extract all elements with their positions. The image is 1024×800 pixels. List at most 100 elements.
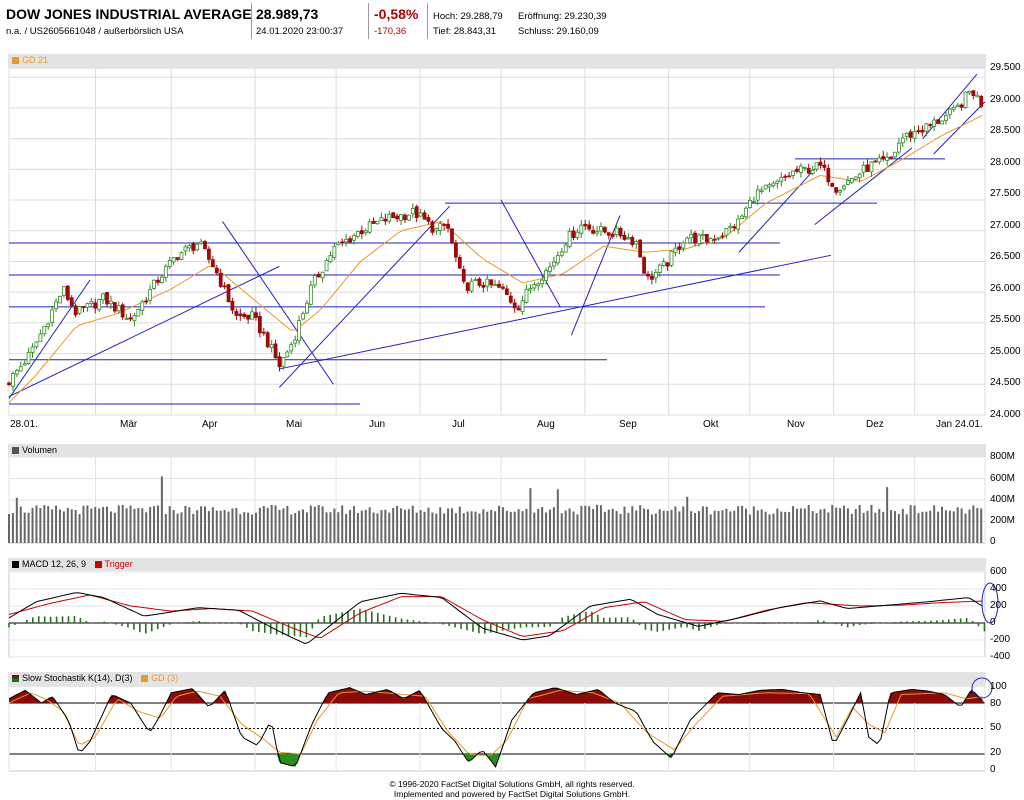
candle-down [830,183,835,187]
macd-histogram-bar [442,623,444,625]
volume-bar [690,511,693,543]
candle-up [195,243,200,251]
volume-bar [909,505,912,543]
macd-histogram-bar [799,623,801,624]
macd-histogram-bar [567,615,569,623]
trend-line [278,205,451,388]
volume-bar [545,512,548,543]
macd-histogram-bar [716,623,718,626]
y-tick-label: 25.000 [990,346,1021,357]
volume-bar [254,512,257,543]
candle-down [395,215,400,220]
macd-histogram-bar [371,611,373,623]
volume-bar [929,510,932,543]
volume-bar [839,508,842,543]
stoch-panel-title: Slow Stochastik K(14), D(3) GD (3) [8,672,986,685]
overbought-area [9,687,985,703]
candle-up [34,341,39,348]
macd-histogram-bar [573,614,575,623]
candle-up [26,352,31,364]
candle-down [203,241,207,250]
candle-up [849,178,854,183]
volume-bar [713,510,716,543]
macd-histogram-bar [329,614,331,623]
macd-histogram-bar [14,623,16,625]
y-tick-label: 26.000 [990,283,1021,294]
volume-bar [874,512,877,543]
volume-bar [846,508,849,543]
macd-histogram-bar [704,623,706,629]
macd-histogram-bar [263,623,266,633]
candle-up [955,104,960,108]
candle-down [450,228,454,243]
candle-down [446,223,450,229]
candle-up [802,166,807,169]
volume-bar [113,512,116,543]
volume-bar [803,508,806,543]
candle-up [544,270,548,281]
macd-histogram-bar [258,623,260,632]
macd-histogram-bar [918,621,920,623]
macd-histogram-bar [644,623,647,630]
macd-histogram-bar [192,621,195,623]
candle-up [759,189,764,192]
macd-histogram-bar [745,623,748,624]
volume-bar [180,512,183,543]
candle-down [959,104,964,108]
macd-histogram-bar [466,623,468,631]
macd-histogram-bar [543,623,546,628]
volume-bar [729,511,732,543]
macd-histogram-bar [269,623,272,634]
macd-histogram-bar [811,622,813,623]
volume-bar [117,505,120,543]
price-panel-title: GD 21 [8,54,986,67]
volume-bar [8,513,10,543]
volume-bar [615,511,618,543]
volume-bar [321,506,324,543]
macd-histogram-bar [388,615,391,623]
macd-histogram-bar [650,623,653,631]
candle-up [877,157,882,163]
macd-histogram-bar [662,623,665,631]
x-tick-label: Nov [787,419,805,430]
volume-bar [392,507,395,543]
candle-down [504,288,509,296]
volume-bar [948,510,951,543]
candle-down [971,90,976,97]
macd-histogram-bar [882,622,885,624]
volume-bar [611,508,614,543]
candle-down [144,300,149,303]
volume-bar [403,509,406,543]
volume-bar [584,505,587,543]
macd-histogram-bar [460,623,462,629]
volume-bar [109,511,112,543]
candle-up [932,119,937,127]
candle-up [810,169,815,174]
volume-bar [607,509,610,543]
volume-bar [58,509,61,543]
candle-up [199,241,203,244]
macd-histogram-bar [674,623,676,629]
instrument-title: DOW JONES INDUSTRIAL AVERAGE [6,6,252,22]
candle-up [857,173,862,179]
candle-up [893,151,897,158]
candle-down [787,175,792,178]
macd-histogram-bar [781,623,784,624]
volume-bar [682,506,685,543]
candle-up [171,257,176,263]
volume-bar [870,504,873,543]
candle-up [716,237,721,240]
candle-down [920,129,925,133]
volume-bar [431,512,434,543]
macd-histogram-bar [287,623,290,636]
volume-bar [913,505,916,543]
macd-histogram-bar [156,623,159,630]
macd-histogram-bar [228,623,230,624]
volume-bar [262,506,265,543]
x-tick-label: Jul [452,419,465,430]
oversold-area [9,754,985,767]
volume-bar [305,512,308,543]
volume-bar [298,510,301,543]
volume-bar [466,511,469,543]
candle-up [885,156,890,161]
